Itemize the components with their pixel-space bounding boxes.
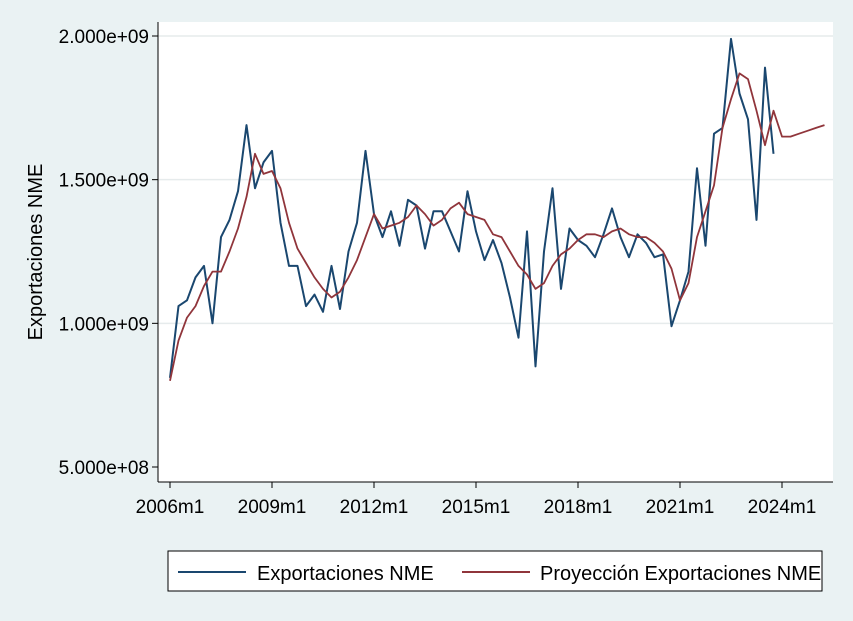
x-tick-label-4: 2018m1 [544,497,613,518]
y-axis-title: Exportaciones NME [25,164,47,341]
x-tick-label-5: 2021m1 [646,497,715,518]
gridlines [158,35,833,325]
x-tick-label-0: 2006m1 [136,497,205,518]
x-axis-ticks: 2006m1 2009m1 2012m1 2015m1 2018m1 2021m1 2024… [136,482,817,518]
plot-area [158,22,833,482]
legend-label-proyeccion: Proyección Exportaciones NME [540,563,821,585]
x-tick-label-1: 2009m1 [238,497,307,518]
y-tick-label-2: 1.500e+09 [59,171,149,192]
x-tick-label-3: 2015m1 [442,497,511,518]
x-tick-label-6: 2024m1 [748,497,817,518]
y-tick-label-0: 5.000e+08 [59,458,149,479]
y-axis-ticks: 5.000e+08 1.000e+09 1.500e+09 2.000e+09 [59,27,158,479]
legend: Exportaciones NME Proyección Exportacion… [167,550,823,592]
x-tick-label-2: 2012m1 [340,497,409,518]
series-line-0 [169,37,775,379]
series-line-1 [169,72,825,381]
y-tick-label-3: 2.000e+09 [59,27,149,48]
series-lines [169,37,825,381]
y-tick-label-1: 1.000e+09 [59,314,149,335]
legend-label-exportaciones: Exportaciones NME [257,563,434,585]
